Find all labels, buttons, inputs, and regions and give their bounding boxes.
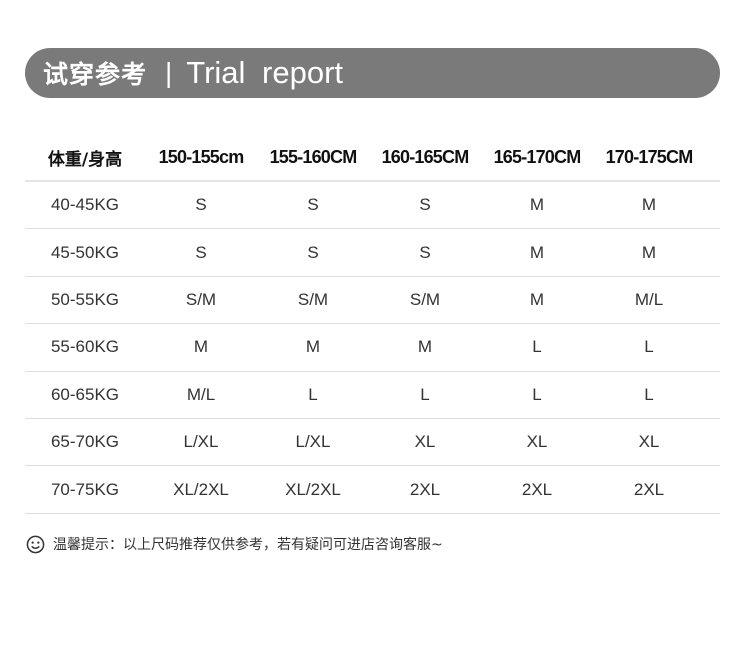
header-cell: 体重/身高	[47, 150, 123, 170]
size-cell: S/M	[185, 289, 217, 309]
table-row: 65-70KG L/XL L/XL XL XL XL	[25, 419, 720, 467]
size-cell: L/XL	[183, 432, 219, 452]
table-header-row: 体重/身高 150-155cm 155-160CM 160-165CM 165-…	[25, 135, 720, 182]
tip-note: 温馨提示：以上尺码推荐仅供参考，若有疑问可进店咨询客服~	[26, 534, 443, 554]
table-row: 55-60KG M M M L L	[25, 324, 720, 372]
table-row: 45-50KG S S S M M	[25, 229, 720, 277]
size-cell: M	[529, 289, 545, 309]
banner-title-en: Trial report	[186, 55, 344, 90]
size-cell: L/XL	[295, 432, 331, 452]
weight-cell: 50-55KG	[50, 289, 120, 309]
header-cell: 165-170CM	[493, 147, 582, 167]
size-cell: 2XL	[409, 479, 441, 499]
size-cell: S	[307, 195, 319, 215]
size-cell: M	[641, 242, 657, 262]
size-cell: XL	[526, 432, 548, 452]
size-cell: M	[305, 337, 321, 357]
size-cell: L	[532, 337, 542, 357]
size-cell: M	[193, 337, 209, 357]
section-banner: 试穿参考 | Trial report	[25, 48, 720, 98]
size-cell: L	[420, 384, 430, 404]
weight-cell: 60-65KG	[50, 384, 120, 404]
size-cell: L	[532, 384, 542, 404]
size-cell: M/L	[634, 289, 664, 309]
table-row: 60-65KG M/L L L L L	[25, 372, 720, 419]
header-cell: 160-165CM	[381, 147, 470, 167]
size-cell: S	[307, 242, 319, 262]
header-cell: 155-160CM	[269, 147, 358, 167]
weight-cell: 65-70KG	[50, 432, 120, 452]
size-cell: M	[529, 195, 545, 215]
table-row: 50-55KG S/M S/M S/M M M/L	[25, 277, 720, 325]
smiley-icon	[26, 535, 45, 553]
size-cell: L	[308, 384, 318, 404]
tip-text: 温馨提示：以上尺码推荐仅供参考，若有疑问可进店咨询客服~	[53, 537, 443, 553]
size-cell: XL/2XL	[285, 479, 341, 499]
weight-cell: 45-50KG	[50, 242, 120, 262]
weight-cell: 70-75KG	[50, 479, 120, 499]
size-cell: L	[644, 384, 654, 404]
size-cell: S	[195, 242, 207, 262]
header-cell: 150-155cm	[158, 147, 245, 167]
banner-title-cn: 试穿参考	[43, 60, 148, 89]
size-cell: 2XL	[633, 479, 665, 499]
size-cell: S/M	[297, 289, 329, 309]
weight-cell: 40-45KG	[50, 195, 120, 215]
size-cell: M	[417, 337, 433, 357]
size-cell: M/L	[186, 384, 216, 404]
header-cell: 170-175CM	[605, 147, 694, 167]
size-cell: XL	[638, 432, 660, 452]
table-row: 70-75KG XL/2XL XL/2XL 2XL 2XL 2XL	[25, 466, 720, 514]
weight-cell: 55-60KG	[50, 337, 120, 357]
banner-separator: |	[165, 57, 173, 88]
size-cell: XL	[414, 432, 436, 452]
size-cell: L	[644, 337, 654, 357]
size-cell: M	[641, 195, 657, 215]
size-cell: S	[419, 242, 431, 262]
size-table: 体重/身高 150-155cm 155-160CM 160-165CM 165-…	[25, 135, 720, 514]
size-cell: 2XL	[521, 479, 553, 499]
size-cell: M	[529, 242, 545, 262]
size-cell: XL/2XL	[173, 479, 229, 499]
size-cell: S	[419, 195, 431, 215]
size-cell: S	[195, 195, 207, 215]
table-row: 40-45KG S S S M M	[25, 182, 720, 230]
size-cell: S/M	[409, 289, 441, 309]
